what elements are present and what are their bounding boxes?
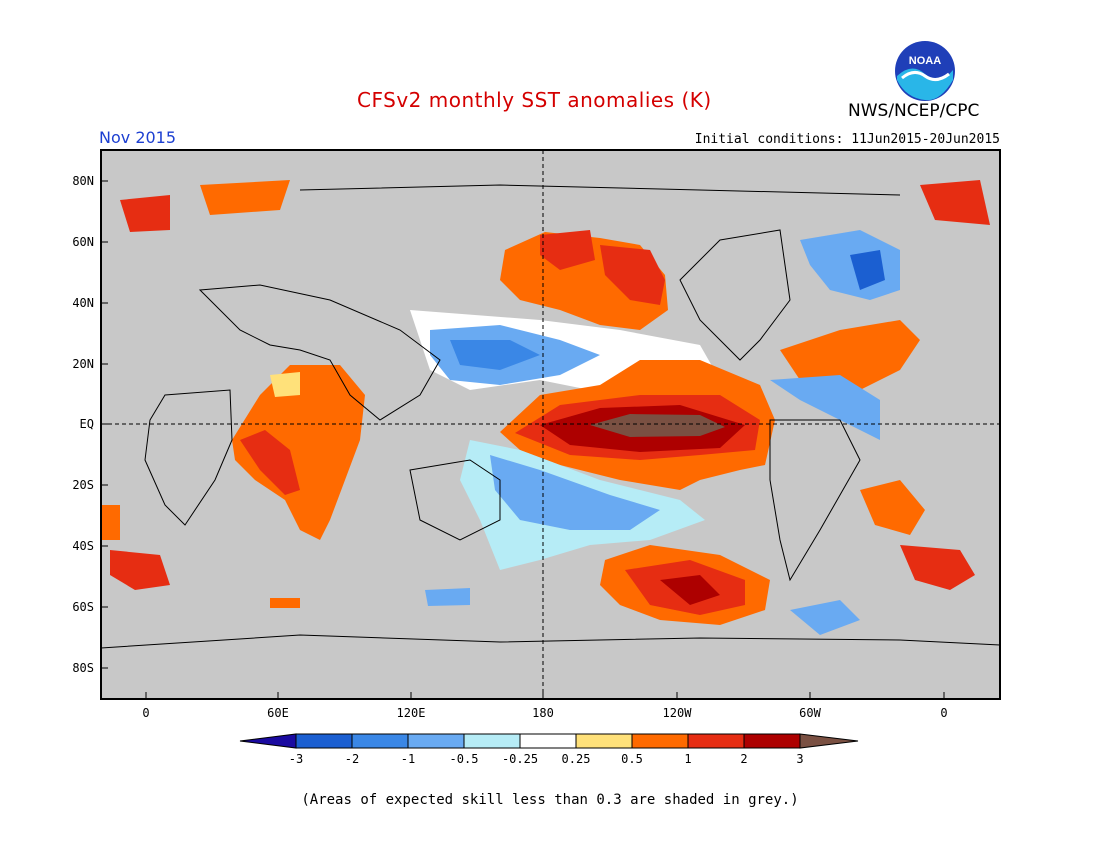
lon-label-0: 0 [142,706,150,720]
australia-coast [409,459,501,541]
chart-title: CFSv2 monthly SST anomalies (K) [357,88,712,112]
atlantic-warm-anomaly [780,320,920,390]
lat-label-eq: EQ [79,417,94,431]
arctic-warm-anomaly-3 [920,180,990,225]
colorbar-bin-3 [407,733,465,749]
spac-cool-core [490,455,660,530]
lat-label-80s: 80S [72,661,94,675]
lon-label-180: 180 [532,706,554,720]
arabian-sea-weak-anomaly [270,372,300,397]
lon-label-120e: 120E [396,706,426,720]
lon-label-60w: 60W [799,706,821,720]
north-atlantic-cool-core [850,250,885,290]
colorbar-bin-7 [631,733,689,749]
colorbar-label: 1 [684,752,692,766]
indian-ocean-strong-anomaly [240,430,300,495]
colorbar-label: -2 [344,752,360,766]
forecast-month: Nov 2015 [99,128,177,147]
lat-label-80n: 80N [72,174,94,188]
spac-very-strong-anomaly [660,575,720,605]
south-atlantic-warm-anomaly [860,480,925,535]
lat-label-60s: 60S [72,600,94,614]
axis-ticks [101,180,945,699]
southern-ocean-cool-anomaly [790,600,860,635]
npac-cool-core [450,340,540,370]
colorbar-label: -0.5 [449,752,479,766]
arctic-warm-anomaly-2 [200,180,290,215]
colorbar-bin-8 [687,733,745,749]
colorbar-label: -0.25 [501,752,539,766]
south-atlantic-strong-anomaly [900,545,975,590]
arctic-coast [299,184,901,196]
lon-label-120w: 120W [662,706,692,720]
colorbar-label: 3 [796,752,804,766]
arctic-warm-anomaly-1 [120,195,170,232]
colorbar-label: -1 [400,752,416,766]
colorbar-label: -3 [288,752,304,766]
southern-ocean-warm-anomaly [270,598,300,608]
lat-label-40s: 40S [72,539,94,553]
coastlines [101,184,1000,649]
colorbar-bin-9 [743,733,801,749]
colorbar [239,733,859,749]
colorbar-bin-4 [463,733,521,749]
colorbar-high-arrow [799,733,859,749]
west-edge-warm-anomaly [101,505,120,540]
initial-conditions: Initial conditions: 11Jun2015-20Jun2015 [694,132,1000,147]
logo-text: NOAA [909,55,941,67]
lat-label-20n: 20N [72,357,94,371]
lat-label-20s: 20S [72,478,94,492]
colorbar-bin-1 [295,733,353,749]
skill-footnote: (Areas of expected skill less than 0.3 a… [301,792,799,808]
southern-ocean-cool-anomaly-2 [425,588,470,606]
noaa-logo: NOAA [895,41,955,101]
lat-label-60n: 60N [72,235,94,249]
colorbar-low-arrow [239,733,297,749]
south-america-coast [769,419,861,582]
colorbar-bin-6 [575,733,633,749]
npac-strong-anomaly-2 [540,230,595,270]
npac-strong-anomaly [600,245,665,305]
sst-anomaly-map [100,149,1001,700]
asia-south-coast [198,284,441,421]
colorbar-bin-2 [351,733,409,749]
south-indian-strong-anomaly [110,550,170,590]
north-america-coast [679,229,791,361]
agency-label: NWS/NCEP/CPC [848,101,980,121]
lon-label-60e: 60E [267,706,289,720]
el-nino-extreme-anomaly [590,414,725,437]
lat-label-40n: 40N [72,296,94,310]
africa-coast [144,389,233,526]
colorbar-bin-5 [519,733,577,749]
antarctica-coast [101,634,1000,649]
colorbar-label: 0.25 [561,752,591,766]
colorbar-label: 0.5 [621,752,643,766]
indian-ocean-warm-anomaly [232,365,365,540]
lon-label-0-east: 0 [940,706,948,720]
colorbar-label: 2 [740,752,748,766]
anomaly-field [101,180,990,635]
